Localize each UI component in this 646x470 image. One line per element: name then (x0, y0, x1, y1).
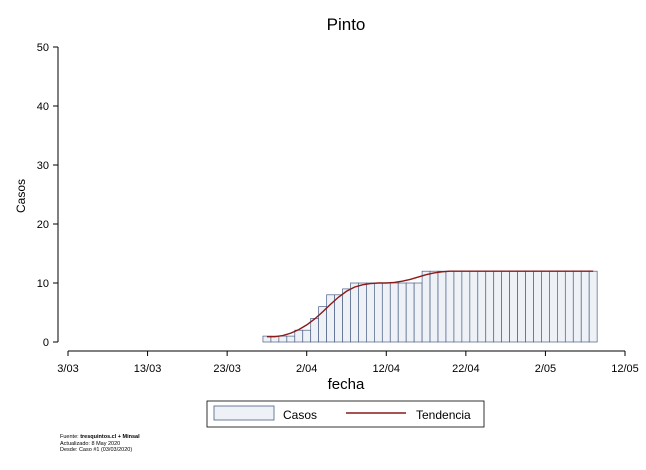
bar (310, 318, 320, 343)
y-tick-label: 10 (37, 278, 49, 290)
x-tick-label: 23/03 (213, 363, 241, 375)
x-tick-label: 22/04 (452, 363, 480, 375)
bar (342, 288, 351, 343)
bar (358, 282, 367, 343)
source-note: Fuente: tresquintos.cl + Minsal Actualiz… (60, 434, 140, 454)
bar (564, 270, 574, 343)
y-axis-label: Casos (14, 179, 28, 213)
bar (549, 270, 558, 343)
bar (294, 329, 304, 343)
bar (453, 270, 463, 343)
source-line-2: Actualizado: 8 May 2020 (60, 440, 121, 447)
x-tick-label: 13/03 (134, 363, 162, 375)
bar (302, 329, 312, 343)
bar (429, 270, 439, 343)
bar (469, 270, 479, 343)
x-tick-label: 3/03 (57, 363, 78, 375)
bar (572, 270, 582, 343)
bar (533, 270, 542, 343)
source-line-1: Fuente: tresquintos.cl + Minsal (60, 434, 140, 440)
bar (588, 270, 598, 343)
x-tick-label: 2/04 (296, 363, 317, 375)
axes-group: 0 10 20 30 40 50 3/03 13/03 23/03 2/04 12/04 22/04 2… (37, 42, 639, 375)
bar (485, 270, 495, 343)
source-line-3: Desde: Caso #1 (03/03/2020) (60, 447, 133, 453)
bar (397, 282, 407, 343)
bar (366, 282, 375, 343)
trend-line (266, 270, 594, 338)
bar (278, 335, 288, 343)
bar (525, 270, 534, 343)
x-tick-label: 12/05 (611, 363, 639, 375)
legend-bars-swatch (213, 405, 275, 421)
bar (493, 270, 503, 343)
y-tick-label: 30 (37, 160, 49, 172)
bar (557, 270, 566, 343)
bar (501, 270, 510, 343)
bar (541, 270, 550, 343)
bar (374, 282, 383, 343)
y-tick-label: 50 (37, 42, 49, 54)
bar (517, 270, 526, 343)
bar (509, 270, 518, 343)
bars-group (262, 270, 598, 343)
y-tick-label: 40 (37, 101, 49, 113)
bar (461, 270, 471, 343)
bar (445, 270, 455, 343)
legend: Casos Tendencia (206, 400, 485, 428)
y-tick-label: 20 (37, 219, 49, 231)
x-axis-label: fecha (328, 376, 365, 393)
bar (437, 270, 447, 343)
bar (421, 270, 431, 343)
chart-title: Pinto (327, 15, 366, 34)
bar (350, 282, 359, 343)
bar (477, 270, 487, 343)
legend-line-label: Tendencia (416, 408, 471, 422)
x-tick-label: 12/04 (373, 363, 401, 375)
bar (413, 282, 423, 343)
bar (405, 282, 415, 343)
y-tick-label: 0 (43, 337, 49, 349)
bar (381, 282, 391, 343)
x-tick-label: 2/05 (535, 363, 556, 375)
bar (286, 335, 296, 343)
legend-bars-label: Casos (283, 408, 317, 422)
bar (334, 294, 343, 343)
bar (580, 270, 590, 343)
bar (389, 282, 399, 343)
